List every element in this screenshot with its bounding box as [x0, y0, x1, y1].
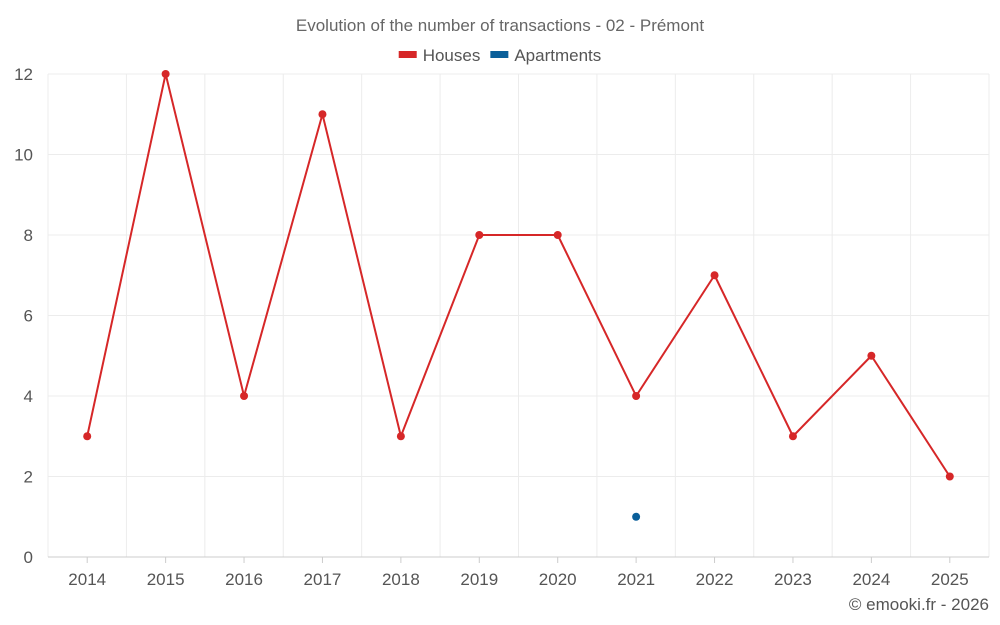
y-tick-label: 2 — [24, 468, 33, 487]
x-tick-label: 2017 — [304, 570, 342, 589]
x-tick-label: 2019 — [460, 570, 498, 589]
data-point[interactable] — [867, 351, 876, 360]
data-point[interactable] — [83, 432, 92, 441]
x-tick-label: 2015 — [147, 570, 185, 589]
data-point[interactable] — [632, 512, 641, 521]
x-tick-label: 2018 — [382, 570, 420, 589]
data-point[interactable] — [710, 271, 719, 280]
data-point[interactable] — [632, 392, 641, 400]
data-point[interactable] — [553, 231, 562, 239]
legend: Houses Apartments — [398, 46, 601, 65]
x-tick-label: 2024 — [852, 570, 890, 589]
data-point[interactable] — [788, 432, 797, 441]
credit-text: © emooki.fr - 2026 — [849, 595, 989, 614]
y-tick-label: 0 — [24, 548, 33, 567]
axes: 0 2 4 6 8 10 12 2014 2015 2016 2017 2018 2019 2020 202… — [14, 65, 989, 589]
x-tick-label: 2014 — [68, 570, 106, 589]
data-point[interactable] — [161, 70, 170, 78]
x-tick-label: 2023 — [774, 570, 812, 589]
y-tick-label: 4 — [24, 387, 33, 406]
x-tick-label: 2025 — [931, 570, 969, 589]
series-houses — [83, 70, 954, 481]
data-point[interactable] — [318, 110, 327, 119]
series-apartments — [632, 512, 641, 521]
data-point[interactable] — [396, 432, 405, 441]
legend-swatch — [490, 51, 509, 58]
grid — [47, 73, 990, 557]
x-tick-label: 2021 — [617, 570, 655, 589]
series-line — [86, 73, 951, 478]
legend-label: Houses — [423, 46, 481, 65]
y-tick-label: 12 — [14, 65, 33, 84]
y-tick-label: 6 — [24, 307, 33, 326]
data-point[interactable] — [240, 392, 249, 400]
x-tick-label: 2022 — [696, 570, 734, 589]
legend-swatch — [398, 51, 417, 58]
x-tick-label: 2020 — [539, 570, 577, 589]
chart-title: Evolution of the number of transactions … — [296, 16, 704, 35]
data-point[interactable] — [945, 472, 954, 481]
legend-label: Apartments — [514, 46, 601, 65]
y-tick-label: 10 — [14, 146, 33, 165]
series-layer — [83, 70, 954, 521]
y-tick-label: 8 — [24, 226, 33, 245]
data-point[interactable] — [475, 231, 484, 239]
x-tick-label: 2016 — [225, 570, 263, 589]
